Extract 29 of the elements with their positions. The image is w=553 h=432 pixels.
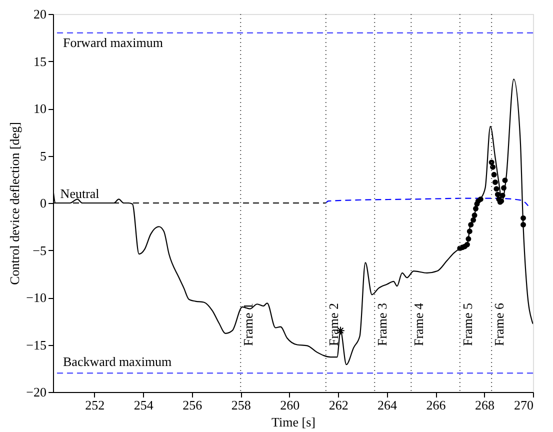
x-tick-label: 258: [231, 398, 251, 412]
ref-line-label: Frame 5: [460, 303, 475, 346]
y-tick-label: −5: [32, 242, 46, 258]
x-tick-label: 266: [426, 398, 446, 412]
annotation: Neutral: [60, 186, 100, 201]
y-tick-label: 10: [34, 101, 46, 116]
y-tick-label: 20: [34, 6, 46, 22]
y-tick-label: −20: [26, 384, 46, 400]
x-tick-label: 268: [475, 398, 495, 412]
x-tick-label: 252: [85, 398, 105, 412]
ref-line-label: Frame 3: [374, 303, 390, 346]
x-tick-label: 256: [182, 398, 203, 412]
x-axis-title: Time [s]: [272, 414, 316, 430]
ref-line-label: Frame 4: [411, 302, 426, 346]
y-tick-label: 5: [40, 148, 46, 164]
y-tick-label: −15: [26, 337, 46, 352]
ref-line-label: Forward maximum: [63, 34, 164, 50]
x-tick-label: 270: [514, 398, 534, 412]
y-axis-title: Control device deflection [deg]: [7, 122, 22, 285]
x-tick-label: 264: [378, 398, 398, 412]
x-tick-label: 254: [134, 398, 154, 412]
ref-line-label: Frame 2: [326, 303, 341, 346]
x-tick-label: 260: [280, 398, 300, 412]
ref-line-label: Frame 6: [492, 302, 507, 346]
y-tick-label: 0: [40, 196, 46, 210]
ref-line-label: Backward maximum: [63, 354, 172, 370]
x-tick-label: 262: [328, 398, 348, 412]
y-tick-label: 15: [34, 54, 46, 69]
y-tick-label: −10: [26, 290, 46, 305]
